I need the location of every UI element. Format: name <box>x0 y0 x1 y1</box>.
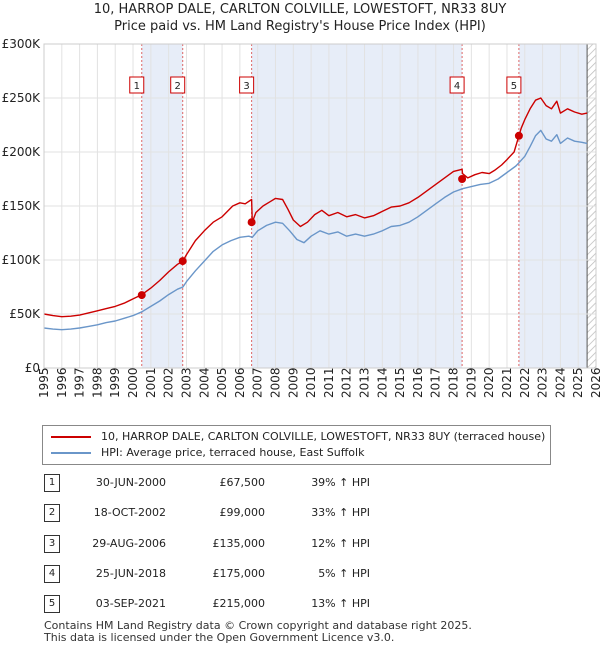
transaction-hpi-diff: 13% ↑ HPI <box>311 597 370 610</box>
transaction-marker-label: 2 <box>175 81 181 92</box>
x-tick-label: 2009 <box>286 367 300 398</box>
x-tick-label: 2018 <box>447 367 461 398</box>
footer: Contains HM Land Registry data © Crown c… <box>44 620 472 644</box>
y-tick-label: £50K <box>9 307 41 321</box>
x-tick-label: 2000 <box>126 367 140 398</box>
x-tick-label: 2015 <box>393 367 407 398</box>
x-tick-label: 2016 <box>411 367 425 398</box>
table-row: 1 30-JUN-2000 £67,500 39% ↑ HPI <box>0 473 600 493</box>
chart-title: 10, HARROP DALE, CARLTON COLVILLE, LOWES… <box>93 2 507 17</box>
transaction-hpi-diff: 12% ↑ HPI <box>311 537 370 550</box>
x-tick-label: 2021 <box>500 367 514 398</box>
y-tick-label: £0 <box>25 361 40 375</box>
table-row: 4 25-JUN-2018 £175,000 5% ↑ HPI <box>0 564 600 584</box>
x-tick-label: 2020 <box>482 367 496 398</box>
transaction-marker-box <box>170 76 186 94</box>
transaction-point <box>514 131 523 140</box>
x-tick-label: 2006 <box>233 367 247 398</box>
transaction-marker-badge: 1 <box>44 474 60 492</box>
x-tick-label: 2002 <box>162 367 176 398</box>
transaction-marker-badge: 4 <box>44 565 60 583</box>
transaction-marker-label: 4 <box>454 81 460 92</box>
x-tick-label: 2022 <box>518 367 532 398</box>
x-tick-label: 2014 <box>375 367 389 398</box>
transaction-point <box>178 257 187 266</box>
table-row: 3 29-AUG-2006 £135,000 12% ↑ HPI <box>0 534 600 554</box>
x-tick-label: 1997 <box>73 367 87 398</box>
table-row: 5 03-SEP-2021 £215,000 13% ↑ HPI <box>0 594 600 614</box>
legend-swatch-hpi <box>51 452 91 454</box>
x-tick-label: 2024 <box>553 367 567 398</box>
hpi-series-line <box>43 129 588 331</box>
transaction-hpi-diff: 33% ↑ HPI <box>311 506 370 519</box>
transaction-hpi-diff: 39% ↑ HPI <box>311 476 370 489</box>
transaction-marker-box <box>239 76 255 94</box>
transaction-date: 03-SEP-2021 <box>95 597 166 610</box>
x-tick-label: 2008 <box>268 367 282 398</box>
transaction-price: £215,000 <box>212 597 266 610</box>
transaction-marker-box <box>129 76 145 94</box>
x-tick-label: 2019 <box>464 367 478 398</box>
transaction-price: £175,000 <box>212 567 266 580</box>
transaction-marker-label: 5 <box>511 81 517 92</box>
table-row: 2 18-OCT-2002 £99,000 33% ↑ HPI <box>0 503 600 523</box>
transaction-date: 25-JUN-2018 <box>95 567 166 580</box>
y-tick-label: £300K <box>2 37 42 51</box>
legend-label-hpi: HPI: Average price, terraced house, East… <box>101 446 365 459</box>
transaction-date: 30-JUN-2000 <box>95 476 166 489</box>
plot-frame <box>43 43 597 369</box>
legend-swatch-property <box>51 436 91 438</box>
transaction-price: £67,500 <box>219 476 266 489</box>
x-tick-label: 2001 <box>144 367 158 398</box>
x-tick-label: 2011 <box>322 367 336 398</box>
x-tick-label: 2025 <box>571 367 585 398</box>
x-tick-label: 2023 <box>536 367 550 398</box>
footer-copyright: Contains HM Land Registry data © Crown c… <box>44 619 472 632</box>
x-tick-label: 1995 <box>37 367 51 398</box>
price-chart: 1 2 3 4 5 £0 £50K £100K £150K £200K £250K £300K 1995… <box>2 37 600 398</box>
transaction-marker-label: 1 <box>134 81 140 92</box>
transaction-marker-badge: 5 <box>44 595 60 613</box>
x-tick-label: 1998 <box>90 367 104 398</box>
transaction-hpi-diff: 5% ↑ HPI <box>318 567 370 580</box>
x-tick-label: 1999 <box>108 367 122 398</box>
x-tick-label: 2012 <box>340 367 354 398</box>
transaction-point <box>247 218 256 227</box>
legend-label-property: 10, HARROP DALE, CARLTON COLVILLE, LOWES… <box>101 430 546 443</box>
transaction-date: 29-AUG-2006 <box>92 537 166 550</box>
y-tick-label: £200K <box>2 145 42 159</box>
transaction-marker-badge: 3 <box>44 535 60 553</box>
x-tick-label: 2004 <box>197 367 211 398</box>
transaction-price: £135,000 <box>212 537 266 550</box>
transaction-date: 18-OCT-2002 <box>93 506 166 519</box>
x-tick-label: 2017 <box>429 367 443 398</box>
x-tick-label: 2010 <box>304 367 318 398</box>
chart-subtitle: Price paid vs. HM Land Registry's House … <box>114 19 486 34</box>
transaction-point <box>458 175 467 183</box>
x-tick-label: 2013 <box>358 367 372 398</box>
transaction-marker-box <box>506 76 522 94</box>
transaction-marker-badge: 2 <box>44 504 60 522</box>
y-tick-label: £250K <box>2 91 42 105</box>
transaction-marker-label: 3 <box>243 81 249 92</box>
x-tick-label: 2003 <box>179 367 193 398</box>
y-tick-label: £100K <box>2 253 42 267</box>
footer-licence: This data is licensed under the Open Gov… <box>44 631 395 644</box>
x-tick-label: 1996 <box>55 367 69 398</box>
transaction-point <box>137 291 146 300</box>
transaction-price: £99,000 <box>219 506 266 519</box>
x-tick-label: 2005 <box>215 367 229 398</box>
y-tick-label: £150K <box>2 199 42 213</box>
x-tick-label: 2007 <box>251 367 265 398</box>
x-tick-label: 2026 <box>589 367 600 398</box>
legend: 10, HARROP DALE, CARLTON COLVILLE, LOWES… <box>42 425 551 465</box>
transaction-marker-box <box>449 76 465 94</box>
